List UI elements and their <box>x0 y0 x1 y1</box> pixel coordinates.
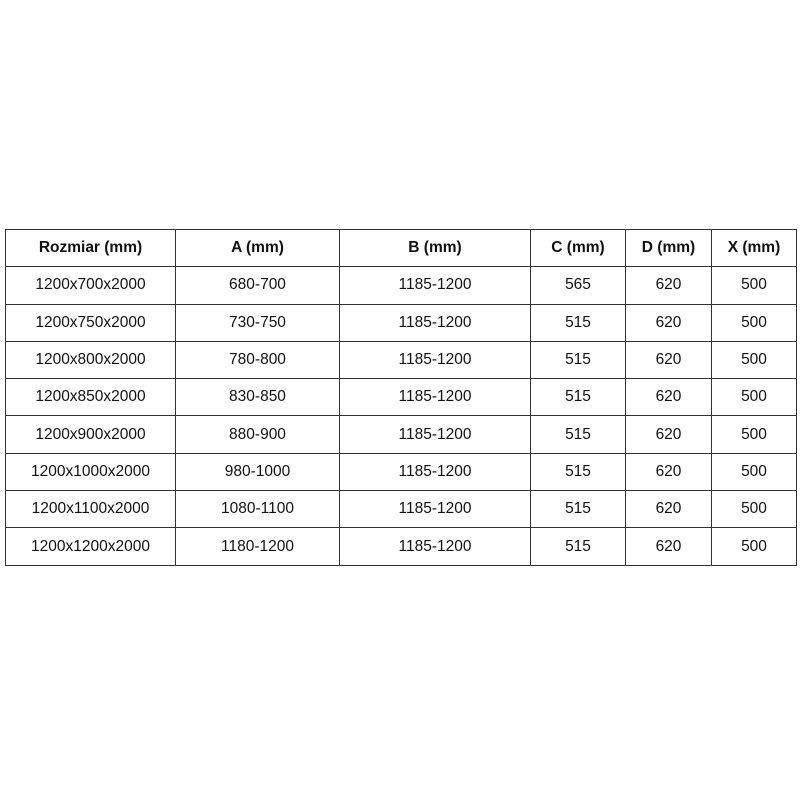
cell-b: 1185-1200 <box>339 415 531 454</box>
table-row: 1200x700x2000 680-700 1185-1200 565 620 500 <box>5 266 797 305</box>
cell-c: 515 <box>530 303 626 342</box>
cell-a: 830-850 <box>175 378 340 417</box>
cell-b: 1185-1200 <box>339 490 531 529</box>
cell-size: 1200x1200x2000 <box>5 527 176 566</box>
dimensions-table: Rozmiar (mm) A (mm) B (mm) C (mm) D (mm)… <box>5 228 797 566</box>
cell-x: 500 <box>711 266 797 305</box>
cell-size: 1200x700x2000 <box>5 266 176 305</box>
header-c: C (mm) <box>530 228 626 268</box>
cell-x: 500 <box>711 340 797 380</box>
cell-d: 620 <box>625 378 712 417</box>
table-body: 1200x700x2000 680-700 1185-1200 565 620 500 12… <box>5 266 797 566</box>
cell-a: 680-700 <box>175 266 340 305</box>
cell-d: 620 <box>625 527 712 566</box>
header-size: Rozmiar (mm) <box>5 228 176 268</box>
table-row: 1200x850x2000 830-850 1185-1200 515 620 500 <box>5 378 797 417</box>
cell-x: 500 <box>711 452 797 492</box>
cell-size: 1200x1100x2000 <box>5 490 176 529</box>
cell-c: 515 <box>530 527 626 566</box>
cell-d: 620 <box>625 266 712 305</box>
cell-b: 1185-1200 <box>339 527 531 566</box>
table-row: 1200x1000x2000 980-1000 1185-1200 515 620 500 <box>5 452 797 492</box>
cell-x: 500 <box>711 490 797 529</box>
cell-b: 1185-1200 <box>339 266 531 305</box>
cell-x: 500 <box>711 527 797 566</box>
cell-a: 880-900 <box>175 415 340 454</box>
cell-c: 515 <box>530 340 626 380</box>
cell-b: 1185-1200 <box>339 303 531 342</box>
cell-x: 500 <box>711 378 797 417</box>
cell-c: 515 <box>530 452 626 492</box>
header-a: A (mm) <box>175 228 340 268</box>
cell-size: 1200x800x2000 <box>5 340 176 380</box>
cell-b: 1185-1200 <box>339 340 531 380</box>
header-d: D (mm) <box>625 228 712 268</box>
cell-a: 730-750 <box>175 303 340 342</box>
cell-d: 620 <box>625 490 712 529</box>
table-row: 1200x1200x2000 1180-1200 1185-1200 515 620 50… <box>5 527 797 566</box>
cell-c: 515 <box>530 490 626 529</box>
cell-size: 1200x900x2000 <box>5 415 176 454</box>
cell-x: 500 <box>711 303 797 342</box>
cell-size: 1200x1000x2000 <box>5 452 176 492</box>
cell-a: 980-1000 <box>175 452 340 492</box>
cell-d: 620 <box>625 303 712 342</box>
cell-a: 780-800 <box>175 340 340 380</box>
table-row: 1200x750x2000 730-750 1185-1200 515 620 500 <box>5 303 797 342</box>
cell-a: 1080-1100 <box>175 490 340 529</box>
cell-d: 620 <box>625 340 712 380</box>
header-x: X (mm) <box>711 228 797 268</box>
cell-b: 1185-1200 <box>339 452 531 492</box>
header-b: B (mm) <box>339 228 531 268</box>
cell-a: 1180-1200 <box>175 527 340 566</box>
table-row: 1200x900x2000 880-900 1185-1200 515 620 500 <box>5 415 797 454</box>
header-row: Rozmiar (mm) A (mm) B (mm) C (mm) D (mm)… <box>5 228 797 268</box>
cell-size: 1200x750x2000 <box>5 303 176 342</box>
cell-size: 1200x850x2000 <box>5 378 176 417</box>
cell-d: 620 <box>625 452 712 492</box>
cell-c: 565 <box>530 266 626 305</box>
cell-b: 1185-1200 <box>339 378 531 417</box>
cell-x: 500 <box>711 415 797 454</box>
table-row: 1200x800x2000 780-800 1185-1200 515 620 500 <box>5 340 797 380</box>
cell-d: 620 <box>625 415 712 454</box>
table-row: 1200x1100x2000 1080-1100 1185-1200 515 620 50… <box>5 490 797 529</box>
cell-c: 515 <box>530 415 626 454</box>
cell-c: 515 <box>530 378 626 417</box>
